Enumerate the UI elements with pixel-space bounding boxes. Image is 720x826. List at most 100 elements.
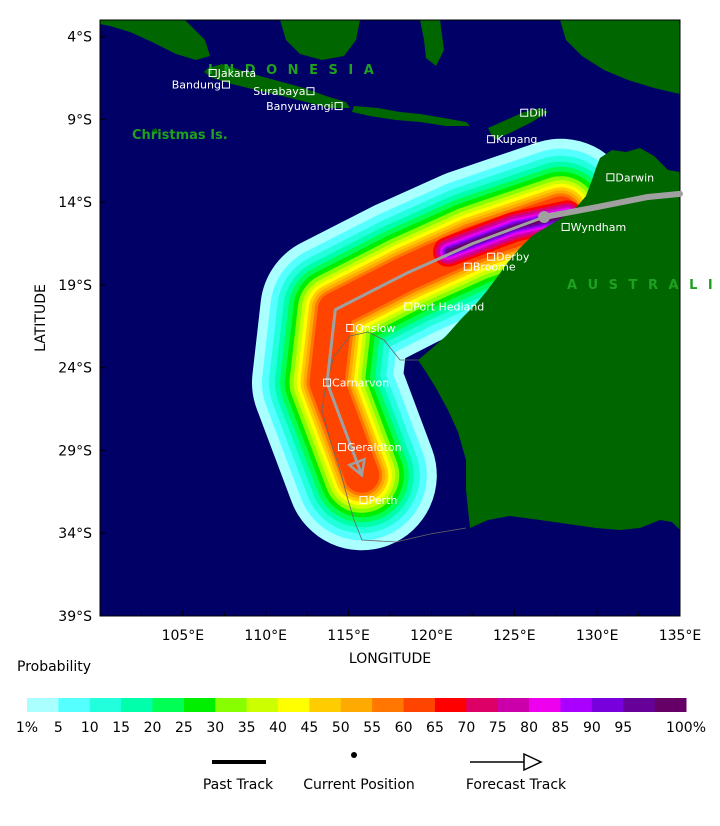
legend-swatch (27, 698, 59, 712)
region-label-christmas-island: Christmas Is. (132, 128, 228, 143)
land-masses (100, 20, 680, 530)
legend-bin-label: 70 (457, 720, 475, 736)
legend-bin-label: 20 (144, 720, 162, 736)
city-marker (463, 262, 472, 271)
lat-tick-label: 34°S (58, 526, 92, 542)
legend-bin-label: 35 (238, 720, 256, 736)
city-marker (208, 68, 217, 77)
forecast-track-line (325, 215, 545, 476)
city-label: Carnarvon (332, 377, 389, 390)
forecast-track-key-label: Forecast Track (466, 777, 567, 793)
land-christmas-island (152, 128, 158, 134)
legend-swatch (623, 698, 656, 712)
lon-tick-label: 115°E (327, 628, 370, 644)
legend-swatch (466, 698, 499, 712)
city-marker (334, 102, 343, 111)
legend-swatch (152, 698, 185, 712)
legend-swatch (403, 698, 436, 712)
probability-legend: 1% 5 10 15 20 25 30 35 40 45 50 55 60 65 70 75 80 85 90 95 1… (16, 698, 706, 736)
land-sumatra (100, 20, 210, 60)
legend-title: Probability (17, 659, 91, 675)
land-australia (418, 148, 680, 530)
lon-tick-label: 110°E (244, 628, 287, 644)
legend-bin-label: 100% (666, 720, 706, 736)
legend-bin-label: 45 (301, 720, 319, 736)
land-new-guinea (560, 20, 680, 94)
legend-bin-label: 5 (54, 720, 63, 736)
storm-tracks (325, 190, 683, 478)
legend-bin-label: 75 (489, 720, 507, 736)
legend-swatch (434, 698, 467, 712)
city-marker (404, 302, 413, 311)
city-marker (337, 443, 346, 452)
land-borneo (280, 20, 360, 60)
legend-swatch (560, 698, 593, 712)
land-java (204, 64, 350, 108)
legend-swatch (591, 698, 624, 712)
city-label: Kupang (496, 133, 537, 146)
lat-tick-label: 29°S (58, 443, 92, 459)
lon-tick-label: 130°E (576, 628, 619, 644)
track-key-legend: Past Track Current Position Forecast Tra… (203, 752, 567, 793)
lat-tick-label: 39°S (58, 609, 92, 625)
city-marker (306, 87, 315, 96)
current-position-marker (538, 211, 551, 224)
legend-bin-label: 55 (363, 720, 381, 736)
city-marker (346, 323, 355, 332)
region-label-australia: A U S T R A L I (567, 278, 716, 293)
legend-swatch (89, 698, 122, 712)
city-label: Wyndham (571, 221, 627, 234)
city-label: Jakarta (217, 67, 256, 80)
lat-tick-label: 24°S (58, 361, 92, 377)
land-lesser-sunda (352, 106, 470, 126)
forecast-track-arrowhead (346, 457, 366, 478)
legend-bin-label: 50 (332, 720, 350, 736)
y-axis-title: LATITUDE (33, 284, 49, 352)
city-label: Darwin (615, 171, 654, 184)
legend-swatch (340, 698, 373, 712)
legend-swatch (215, 698, 248, 712)
legend-bin-label: 85 (552, 720, 570, 736)
legend-bin-label: 60 (395, 720, 413, 736)
legend-bin-label: 95 (614, 720, 632, 736)
region-label-indonesia: I N D O N E S I A (208, 63, 377, 78)
legend-bin-label: 1% (16, 720, 38, 736)
current-position-key-label: Current Position (303, 777, 415, 793)
city-label: Perth (368, 494, 397, 507)
legend-swatch (372, 698, 405, 712)
legend-swatch (529, 698, 561, 712)
legend-swatch (58, 698, 91, 712)
city-marker (520, 108, 529, 117)
past-track-key-label: Past Track (203, 777, 274, 793)
city-label: Banyuwangi (266, 100, 334, 113)
city-label: Broome (473, 261, 516, 274)
lon-tick-label: 120°E (410, 628, 453, 644)
legend-bin-label: 90 (583, 720, 601, 736)
city-marker (487, 252, 496, 261)
city-label: Port Hedland (413, 300, 484, 313)
past-track-line (541, 190, 683, 221)
longitude-axis: 105°E 110°E 115°E 120°E 125°E 130°E 135°E (140, 610, 702, 644)
latitude-axis: 4°S 9°S 14°S 19°S 24°S 29°S 34°S 39°S (58, 30, 106, 625)
legend-bin-label: 40 (269, 720, 287, 736)
legend-swatch (183, 698, 216, 712)
legend-swatch (121, 698, 154, 712)
lon-tick-label: 105°E (162, 628, 205, 644)
lon-tick-label: 135°E (659, 628, 702, 644)
legend-bin-label: 80 (520, 720, 538, 736)
forecast-track-key-arrowhead (523, 752, 543, 772)
lat-tick-label: 19°S (58, 278, 92, 294)
city-marker (323, 378, 332, 387)
legend-bin-label: 15 (112, 720, 130, 736)
lon-tick-label: 125°E (493, 628, 536, 644)
city-marker (487, 135, 496, 144)
city-marker (359, 496, 368, 505)
legend-bin-label: 30 (206, 720, 224, 736)
city-marker (221, 80, 230, 89)
legend-swatch (654, 698, 687, 712)
lat-tick-label: 14°S (58, 195, 92, 211)
city-label: Surabaya (253, 85, 305, 98)
legend-swatch (497, 698, 530, 712)
city-marker (561, 222, 570, 231)
